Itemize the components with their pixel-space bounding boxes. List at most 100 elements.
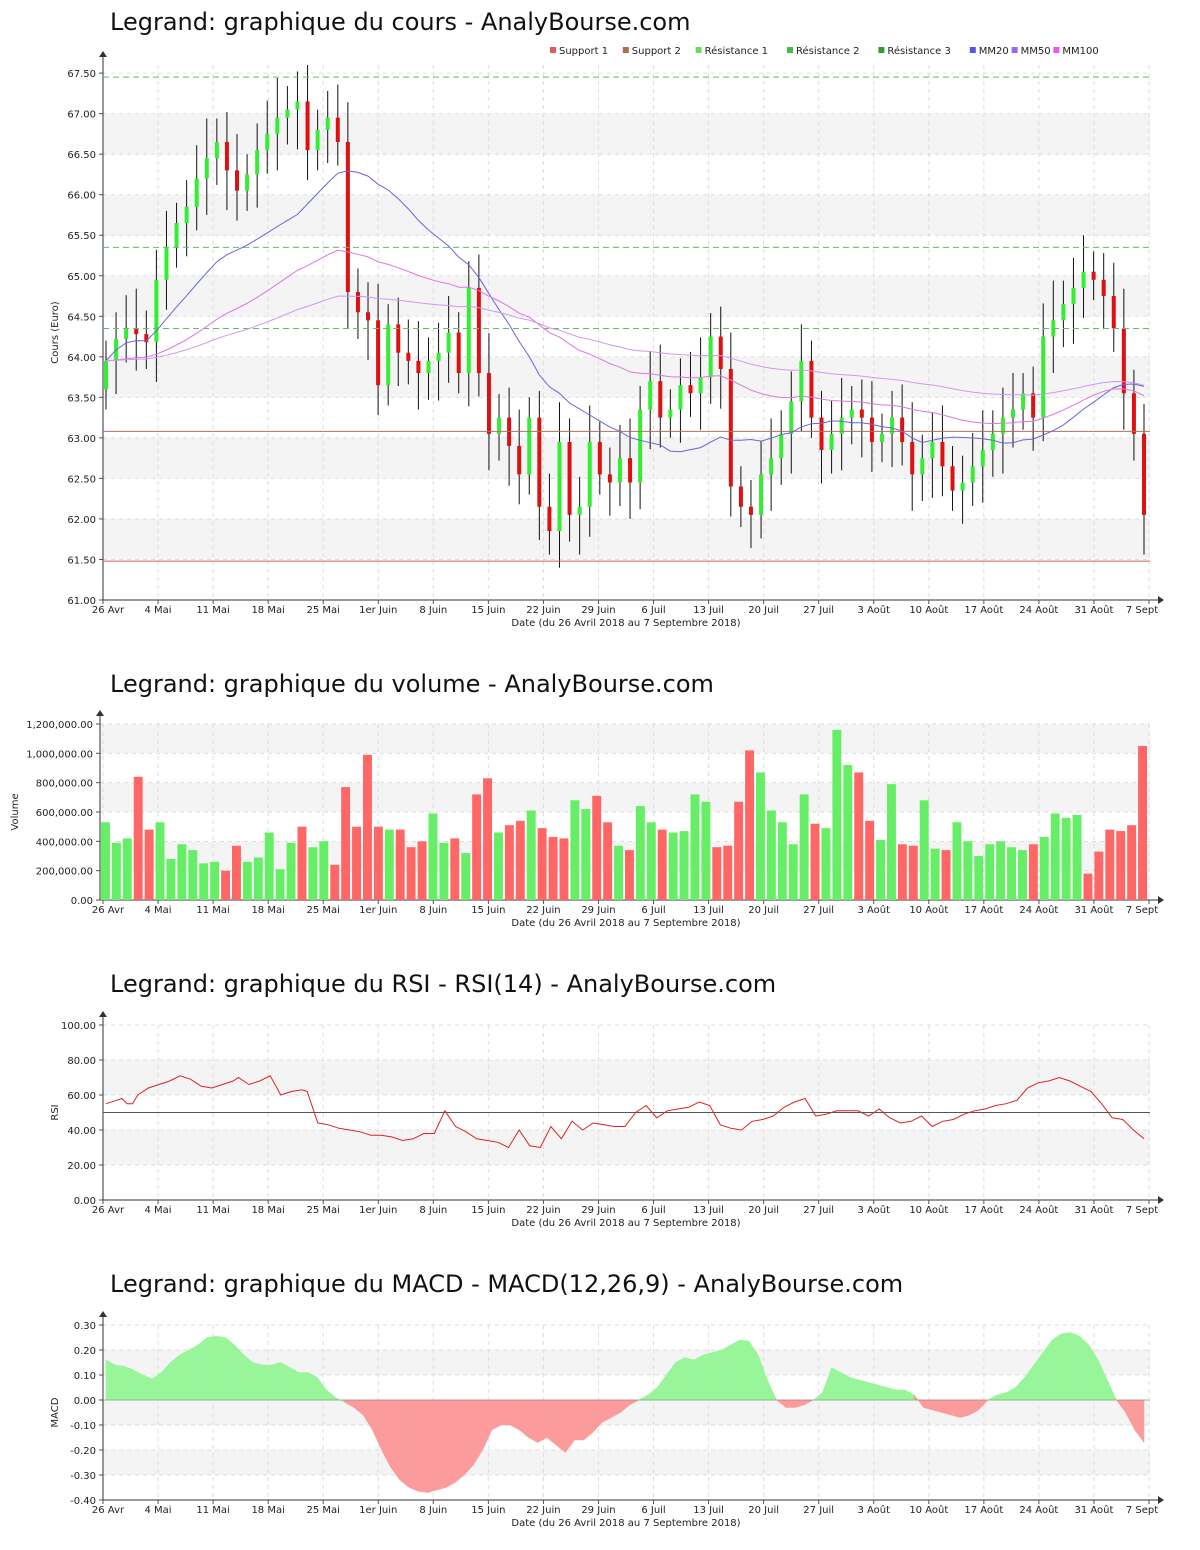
macd-y-tick-label: -0.40 — [70, 1496, 96, 1507]
volume-bar — [657, 829, 667, 900]
candle-body — [315, 129, 320, 151]
volume-x-tick-label: 18 Mai — [251, 905, 284, 916]
candle-body — [738, 486, 743, 507]
candle-body — [1061, 304, 1066, 321]
volume-bar — [843, 765, 853, 900]
price-x-tick-label: 17 Août — [964, 604, 1003, 616]
macd-area — [555, 1399, 566, 1454]
macd-area — [390, 1399, 401, 1481]
rsi-x-tick-label: 27 Juil — [803, 1205, 834, 1216]
rsi-chart: 0.00 20.00 40.00 60.00 80.00 100.00 26 Avr 4 Ma… — [50, 1011, 1164, 1229]
macd-area — [712, 1349, 722, 1401]
volume-x-tick-label: 17 Août — [964, 904, 1003, 916]
macd-y-tick-label: -0.10 — [70, 1421, 96, 1432]
volume-bar — [144, 829, 154, 900]
macd-area — [298, 1372, 309, 1401]
macd-x-tick-label: 25 Mai — [306, 1505, 339, 1516]
volume-chart-title: Legrand: graphique du volume - AnalyBour… — [110, 670, 714, 698]
volume-bar — [865, 820, 875, 900]
macd-area — [904, 1389, 915, 1401]
price-grid-band — [103, 437, 1150, 479]
volume-bar — [1039, 836, 1049, 900]
price-y-tick-label: 63.50 — [67, 393, 96, 404]
candle-body — [879, 433, 884, 442]
candle-body — [839, 417, 844, 434]
price-y-tick-label: 61.50 — [67, 555, 96, 566]
legend-swatch-3 — [787, 47, 793, 53]
legend-swatch-4 — [878, 47, 885, 53]
volume-bar — [996, 841, 1006, 900]
legend-label-7: MM100 — [1062, 46, 1098, 57]
macd-x-tick-label: 3 Août — [857, 1504, 890, 1516]
candle-body — [1101, 279, 1106, 297]
candle-body — [366, 312, 371, 321]
volume-bar — [614, 845, 623, 900]
volume-y-tick-label: 1,200,000.00 — [26, 720, 93, 731]
candle-body — [396, 324, 401, 353]
candle-body — [174, 223, 179, 248]
price-x-tick-label: 8 Juin — [419, 605, 447, 616]
volume-bar — [461, 853, 471, 900]
volume-bar — [242, 861, 252, 900]
macd-area — [261, 1364, 272, 1401]
candle-body — [224, 142, 229, 171]
volume-bar — [985, 844, 995, 900]
volume-bar — [941, 850, 951, 900]
macd-grid-band — [103, 1450, 1150, 1475]
volume-chart: 0.00 200,000.00 400,000.00 600,000.00 800,00… — [10, 710, 1164, 929]
candle-body — [184, 206, 189, 224]
macd-area — [877, 1384, 888, 1401]
price-y-tick-label: 62.50 — [67, 474, 96, 485]
volume-bar — [1083, 873, 1093, 900]
macd-area — [960, 1399, 970, 1418]
candle-body — [446, 332, 451, 353]
price-y-tick-label: 65.00 — [67, 272, 96, 283]
rsi-chart-title: Legrand: graphique du RSI - RSI(14) - An… — [110, 970, 777, 998]
macd-y-tick-label: 0.30 — [74, 1321, 96, 1332]
macd-x-tick-label: 1er Juin — [359, 1505, 397, 1516]
price-y-axis-label: Cours (Euro) — [50, 301, 61, 364]
volume-bar — [832, 729, 842, 900]
price-x-axis-label: Date (du 26 Avril 2018 au 7 Septembre 20… — [511, 618, 740, 629]
macd-x-tick-label: 8 Juin — [419, 1505, 447, 1516]
volume-bar — [1007, 847, 1016, 900]
candle-body — [104, 360, 108, 390]
candle-body — [567, 441, 572, 515]
price-x-tick-label: 3 Août — [857, 604, 890, 616]
macd-area — [252, 1362, 263, 1401]
volume-bar — [1072, 814, 1082, 900]
macd-area — [647, 1386, 658, 1401]
macd-area — [1051, 1333, 1062, 1401]
macd-area — [280, 1362, 290, 1401]
macd-area — [1005, 1387, 1016, 1401]
volume-x-tick-label: 24 Août — [1019, 904, 1058, 916]
rsi-y-tick-label: 60.00 — [67, 1091, 96, 1102]
macd-x-tick-label: 13 Juil — [693, 1505, 724, 1516]
volume-bar — [1094, 851, 1104, 900]
macd-area — [491, 1399, 502, 1431]
volume-x-tick-label: 3 Août — [857, 904, 890, 916]
macd-x-tick-label: 11 Mai — [196, 1505, 229, 1516]
macd-area — [1042, 1339, 1053, 1401]
rsi-y-tick-label: 20.00 — [67, 1161, 96, 1172]
candle-body — [950, 466, 955, 491]
volume-bar — [821, 828, 831, 900]
volume-bar — [1028, 844, 1038, 900]
volume-bar — [810, 823, 820, 900]
candle-body — [1142, 433, 1146, 515]
candle-body — [648, 381, 653, 410]
rsi-x-tick-label: 13 Juil — [693, 1205, 724, 1216]
volume-bar — [756, 772, 765, 900]
volume-bar — [679, 831, 689, 900]
candle-body — [376, 320, 381, 386]
rsi-x-tick-label: 3 Août — [857, 1204, 890, 1216]
volume-y-axis-arrow — [96, 710, 104, 716]
candle-body — [537, 417, 542, 507]
volume-bar — [264, 832, 274, 900]
macd-area — [105, 1359, 116, 1401]
macd-x-axis-arrow — [1158, 1496, 1164, 1504]
macd-area — [234, 1344, 245, 1401]
macd-area — [1061, 1332, 1071, 1401]
macd-area — [408, 1399, 419, 1492]
